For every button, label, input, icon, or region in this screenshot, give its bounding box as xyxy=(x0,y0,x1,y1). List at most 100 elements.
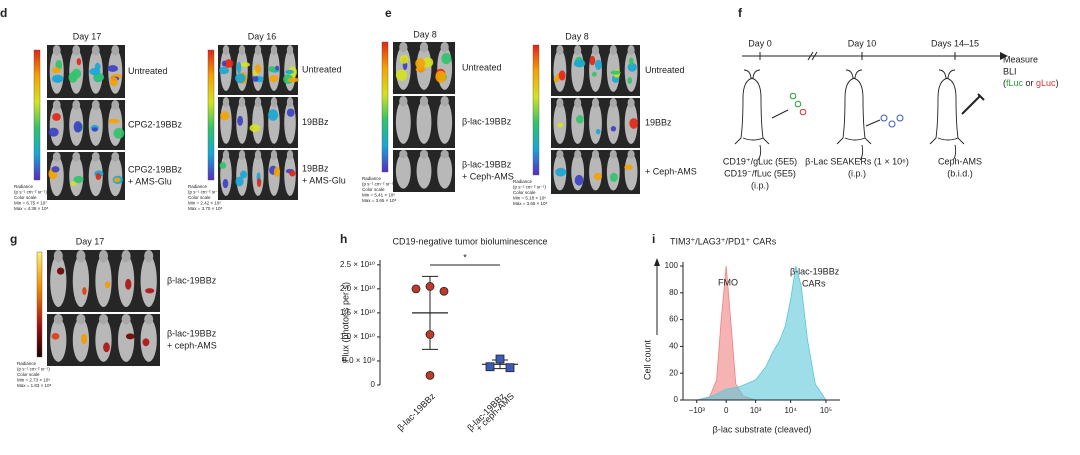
x-tick-label: 10⁴ xyxy=(784,406,797,415)
signal xyxy=(628,57,634,66)
mouse-head xyxy=(91,100,100,110)
signal xyxy=(240,170,248,179)
signal xyxy=(249,124,261,133)
chart-title: CD19-negative tumor bioluminescence xyxy=(392,236,547,246)
mouse xyxy=(50,318,67,362)
mouse-head xyxy=(121,314,131,325)
timepoint: Days 14–15 xyxy=(931,38,979,48)
signal xyxy=(399,54,409,64)
mouse-head xyxy=(111,152,120,162)
signal xyxy=(624,164,633,171)
scale-text: Color scale xyxy=(513,190,536,195)
signal xyxy=(252,75,259,82)
cell xyxy=(799,108,807,116)
mouse-head xyxy=(52,152,61,162)
mouse xyxy=(69,155,84,197)
panel-letter: g xyxy=(10,232,17,246)
measure: Measure xyxy=(1003,54,1038,64)
scale-text: Color scale xyxy=(17,372,40,377)
scale-text: Radiance xyxy=(188,184,208,189)
mouse-head xyxy=(419,96,429,107)
y-axis-label: Cell count xyxy=(642,339,652,380)
signal xyxy=(224,59,234,68)
measure-part: ( xyxy=(1003,78,1006,88)
x-tick-label: β-lac-19BBz xyxy=(395,391,437,433)
point xyxy=(411,284,421,294)
row-label: + AMS-Glu xyxy=(128,176,172,186)
mouse xyxy=(268,154,280,196)
seaker xyxy=(880,114,888,122)
y-tick-label: 2.0 × 10¹⁰ xyxy=(340,284,375,293)
mouse-head xyxy=(52,45,61,56)
mouse xyxy=(416,100,432,144)
row-label: + Ceph-AMS xyxy=(462,171,514,181)
x-tick-label: 10³ xyxy=(750,406,762,415)
row-label: 19BBz xyxy=(645,117,672,127)
signal xyxy=(286,108,295,117)
y-tick-label: 1.5 × 10¹⁰ xyxy=(340,308,375,317)
signal xyxy=(395,69,408,81)
syringe xyxy=(961,93,985,115)
signal xyxy=(573,59,586,68)
mouse-head xyxy=(591,45,600,56)
row-label: β-lac-19BBz xyxy=(167,328,217,338)
y-tick-label: 2.5 × 10¹⁰ xyxy=(340,260,375,269)
mouse-head xyxy=(53,314,63,325)
mouse xyxy=(437,153,453,189)
colorbar xyxy=(532,44,540,176)
mouse xyxy=(284,101,296,144)
mouse-head xyxy=(286,150,294,160)
mouse xyxy=(395,153,411,189)
mouse-head xyxy=(574,45,582,56)
signal xyxy=(220,111,230,121)
point xyxy=(495,354,505,364)
signal xyxy=(48,127,59,137)
step-text: CD19⁺/gLuc (5E5) xyxy=(723,156,797,166)
mouse-head xyxy=(222,97,230,108)
scale-text: Max = 3.65 × 10⁸ xyxy=(513,201,548,206)
signal xyxy=(68,72,78,83)
panel-title: Day 8 xyxy=(413,29,437,39)
signal xyxy=(557,122,564,128)
signal xyxy=(555,167,567,177)
signal xyxy=(82,287,87,296)
mouse-head xyxy=(399,96,408,107)
mouse-head xyxy=(52,100,61,110)
mouse-head xyxy=(144,250,154,263)
signal xyxy=(289,170,296,177)
histogram-curve xyxy=(696,265,827,401)
measure-part: gLuc xyxy=(1036,78,1056,88)
row-label: β-lac-19BBz xyxy=(462,116,512,126)
mouse xyxy=(95,254,112,308)
signal xyxy=(435,70,447,83)
row-label: + AMS-Glu xyxy=(302,175,346,185)
panel-letter: e xyxy=(385,6,392,20)
mouse-head xyxy=(76,314,86,325)
mouse-head xyxy=(627,45,635,56)
mouse-head xyxy=(556,45,564,56)
series-label: CARs xyxy=(802,278,826,288)
signal xyxy=(73,121,83,133)
y-tick-label: 5.0 × 10⁹ xyxy=(342,356,375,365)
signal xyxy=(52,67,61,74)
row-label: Untreated xyxy=(462,62,502,72)
mouse xyxy=(268,101,280,144)
signal xyxy=(51,166,60,173)
injection-arrow xyxy=(865,119,881,127)
signal xyxy=(125,333,135,340)
measure: BLI xyxy=(1003,66,1017,76)
signal xyxy=(589,55,596,66)
measure-detail: (fLuc or gLuc) xyxy=(1003,78,1059,88)
signal xyxy=(236,61,242,74)
timepoint: Day 0 xyxy=(748,38,772,48)
row-label: + ceph-AMS xyxy=(167,340,217,350)
panel-letter: f xyxy=(738,6,743,20)
scale-text: (p s⁻¹ cm⁻² sr⁻¹) xyxy=(362,182,395,187)
y-tick-label: 0 xyxy=(674,395,679,404)
mouse-head xyxy=(286,45,294,55)
mouse xyxy=(571,102,585,144)
mouse-head xyxy=(222,150,230,160)
mouse-head xyxy=(254,97,262,108)
point xyxy=(485,362,495,372)
point xyxy=(425,370,435,380)
